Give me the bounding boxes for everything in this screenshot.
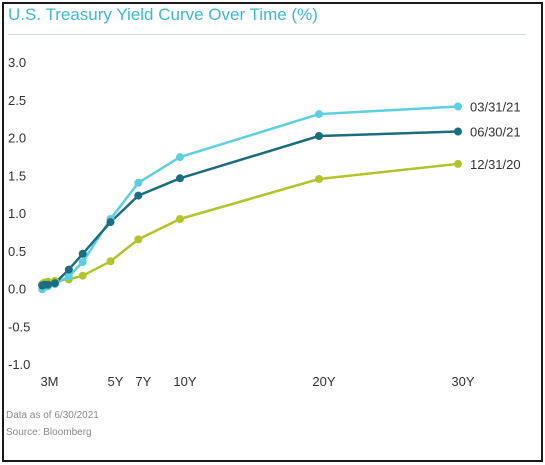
data-point [78, 249, 87, 258]
series-labels: 12/31/20 03/31/21 06/30/21 [470, 100, 521, 172]
y-tick-label: 2.0 [8, 131, 26, 146]
series-lines [40, 105, 460, 291]
data-point [315, 175, 323, 183]
y-axis-labels: 3.0 2.5 2.0 1.5 1.0 0.5 0.0 -0.5 -1.0 [8, 55, 30, 372]
y-tick-label: 0.0 [8, 282, 26, 297]
title-divider [8, 34, 526, 35]
footnote-source: Source: Bloomberg [6, 427, 92, 438]
series-end-label: 12/31/20 [470, 157, 521, 172]
x-tick-label: 30Y [451, 374, 474, 389]
data-point [176, 153, 184, 162]
y-tick-label: 1.5 [8, 168, 26, 183]
data-point [134, 191, 143, 200]
data-point [176, 215, 184, 223]
data-point [78, 271, 87, 280]
data-point [134, 178, 143, 187]
data-point [64, 265, 73, 274]
data-point [134, 235, 143, 244]
x-tick-label: 3M [40, 374, 58, 389]
data-point [454, 102, 462, 111]
series-line [40, 130, 460, 287]
x-tick-label: 20Y [312, 374, 335, 389]
data-point [315, 132, 323, 140]
x-tick-label: 10Y [173, 374, 196, 389]
data-point [50, 279, 59, 288]
data-point [176, 174, 184, 183]
y-tick-label: 0.5 [8, 244, 26, 259]
data-point [64, 272, 73, 281]
y-tick-label: 2.5 [8, 93, 26, 108]
y-tick-label: 3.0 [8, 55, 26, 70]
x-tick-label: 5Y [108, 374, 124, 389]
x-axis-labels: 3M 5Y 7Y 10Y 20Y 30Y [40, 374, 474, 389]
x-tick-label: 7Y [135, 374, 151, 389]
footnote-date: Data as of 6/30/2021 [6, 410, 99, 421]
data-point [315, 110, 323, 119]
y-tick-label: -0.5 [8, 319, 30, 334]
series-end-label: 03/31/21 [470, 100, 521, 115]
y-tick-label: 1.0 [8, 206, 26, 221]
data-point [106, 257, 115, 266]
series-line [40, 162, 460, 286]
data-point [106, 218, 115, 227]
data-point [44, 280, 52, 289]
data-point [454, 159, 462, 168]
series-end-label: 06/30/21 [470, 124, 521, 139]
chart-title: U.S. Treasury Yield Curve Over Time (%) [8, 5, 318, 24]
data-point [454, 127, 462, 136]
y-tick-label: -1.0 [8, 357, 30, 372]
series-points [38, 102, 462, 294]
data-point [78, 258, 87, 267]
